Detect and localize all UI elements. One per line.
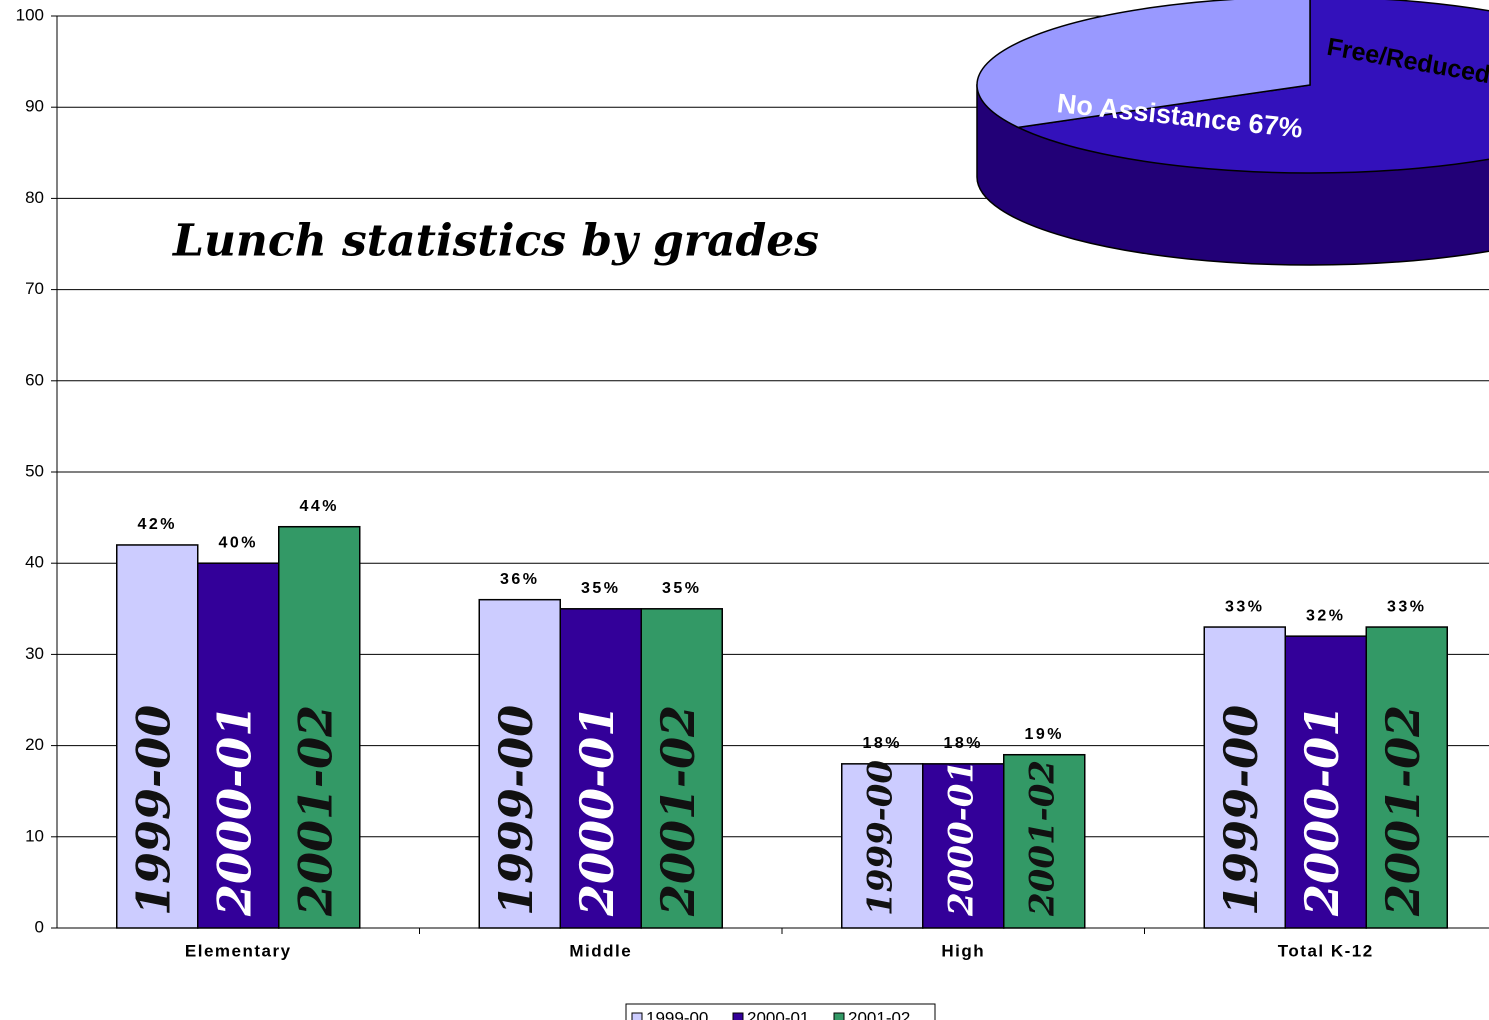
value-label: 33% (1387, 598, 1427, 615)
pie-slice (1015, 0, 1489, 174)
value-label: 35% (662, 580, 702, 597)
y-tick-label: 0 (35, 917, 44, 936)
bar-series-label: 1999-00 (489, 705, 543, 916)
legend-label: 2000-01 (747, 1008, 809, 1020)
plot-area: 0 10 20 30 40 50 60 70 80 90 100 Elementary 42% 1999-… (16, 0, 1489, 1020)
legend-box (625, 1003, 936, 1020)
value-label: 35% (581, 580, 621, 597)
value-label: 18% (943, 735, 983, 752)
y-tick-label: 80 (25, 188, 44, 207)
bar (278, 525, 361, 929)
bar (922, 763, 1005, 929)
bar-series-label: 2000-01 (207, 705, 261, 917)
bar-series-label: 2000-01 (1295, 705, 1349, 917)
y-tick-label: 20 (25, 735, 44, 754)
bar (116, 544, 199, 929)
legend: 1999-00 2000-01 2001-02 (625, 1003, 936, 1020)
bar-series-label: 1999-00 (1214, 705, 1268, 916)
value-label: 42% (137, 516, 177, 533)
bar-series-label: 1999-00 (126, 705, 180, 916)
y-tick-label: 60 (25, 370, 44, 389)
y-tick-label: 40 (25, 553, 44, 572)
bar-series-label: 2001-02 (288, 705, 342, 917)
bar-series-label: 2001-02 (1376, 705, 1430, 917)
value-label: 18% (862, 735, 902, 752)
y-tick-label: 50 (25, 461, 44, 480)
y-tick-label: 100 (16, 5, 44, 24)
value-label: 40% (218, 534, 258, 551)
legend-swatch (833, 1012, 845, 1020)
bar-series-label: 2000-01 (941, 760, 981, 917)
bar (841, 763, 924, 929)
value-label: 33% (1225, 598, 1265, 615)
bar (1284, 635, 1367, 929)
chart-title: Lunch statistics by grades (171, 216, 819, 267)
x-tick-label: Total K-12 (1278, 941, 1374, 960)
x-tick-label: Elementary (185, 941, 292, 960)
y-tick-label: 30 (25, 644, 44, 663)
pie-slice (976, 0, 1311, 129)
value-label: 36% (500, 571, 540, 588)
bar (1203, 626, 1286, 929)
value-label: 19% (1024, 726, 1064, 743)
bar (1365, 626, 1448, 929)
pie-value-label: 67% (1247, 108, 1304, 143)
y-tick-label: 90 (25, 97, 44, 116)
y-tick-label: 10 (25, 826, 44, 845)
bar-series-label: 2001-02 (651, 705, 705, 917)
pie: No Assistance 67%Free/Reduced (976, 0, 1489, 266)
y-tick-label: 70 (25, 279, 44, 298)
value-label: 32% (1306, 607, 1346, 624)
bar-series-label: 1999-00 (860, 760, 900, 916)
legend-label: 1999-00 (646, 1008, 708, 1020)
x-tick-label: High (941, 941, 985, 960)
bar-series-label: 2001-02 (1022, 760, 1062, 917)
bar (197, 562, 280, 929)
legend-swatch (732, 1012, 744, 1020)
bar (640, 608, 723, 929)
bar-series-label: 2000-01 (570, 705, 624, 917)
value-label: 44% (299, 498, 339, 515)
bar (478, 598, 561, 929)
legend-swatch (631, 1012, 643, 1020)
x-tick-label: Middle (569, 941, 632, 960)
legend-label: 2001-02 (848, 1008, 910, 1020)
bar (1003, 753, 1086, 929)
